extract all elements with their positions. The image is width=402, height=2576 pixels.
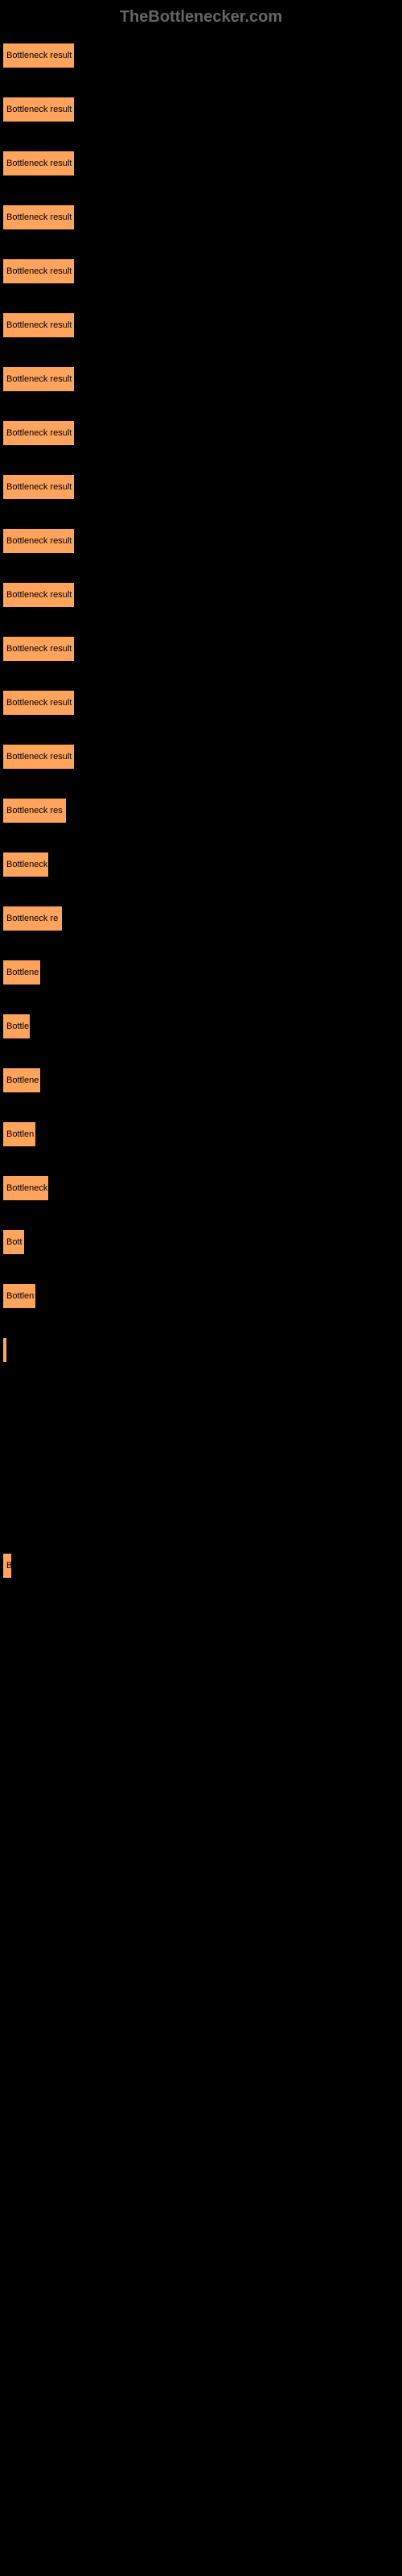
bar-row (2, 1930, 402, 1956)
bar-row: Bottle (2, 1013, 402, 1039)
bar: Bottlene (2, 1067, 41, 1093)
bar-row: Bottleneck result (2, 420, 402, 446)
bar-row (2, 2308, 402, 2334)
bar-row: Bottleneck result (2, 258, 402, 284)
bar: Bottleneck re (2, 906, 63, 931)
bar: Bottleneck result (2, 204, 75, 230)
bar-row (2, 1499, 402, 1525)
bar: Bottleneck result (2, 258, 75, 284)
bar-row (2, 2092, 402, 2118)
bar: B (2, 1553, 12, 1579)
bar: Bottleneck res (2, 798, 67, 824)
bar-row (2, 2416, 402, 2442)
bar: Bottleneck result (2, 528, 75, 554)
bar: Bottleneck result (2, 97, 75, 122)
bar-row (2, 2200, 402, 2226)
bar-row: Bottlen (2, 1283, 402, 1309)
bar-row: Bottlene (2, 1067, 402, 1093)
bar: Bottlen (2, 1121, 36, 1147)
bar-row: Bottleneck result (2, 528, 402, 554)
bar: Bottleneck (2, 1175, 49, 1201)
bar-row: Bott (2, 1229, 402, 1255)
bar: Bottleneck result (2, 366, 75, 392)
bar-row: Bottlen (2, 1121, 402, 1147)
bar: Bottleneck result (2, 474, 75, 500)
bar: Bott (2, 1229, 25, 1255)
bar-row: Bottleneck result (2, 582, 402, 608)
bar-row (2, 2470, 402, 2496)
bar: Bottleneck result (2, 582, 75, 608)
bar-row (2, 2362, 402, 2388)
bar-row (2, 1715, 402, 1740)
bar: Bottleneck result (2, 43, 75, 68)
bar-row: Bottleneck re (2, 906, 402, 931)
bar (2, 1337, 7, 1363)
bar-row (2, 1823, 402, 1848)
bar-row (2, 1607, 402, 1633)
bar-row (2, 1876, 402, 1902)
bar-row (2, 1337, 402, 1363)
bar-row: Bottleneck result (2, 97, 402, 122)
bar: Bottleneck result (2, 151, 75, 176)
bar-row (2, 1769, 402, 1794)
bar-row (2, 1391, 402, 1417)
bar-row: Bottleneck result (2, 43, 402, 68)
bar-row (2, 1984, 402, 2010)
bar: Bottleneck result (2, 420, 75, 446)
bar-row: Bottleneck res (2, 798, 402, 824)
bar: Bottleneck result (2, 312, 75, 338)
bar: Bottlene (2, 960, 41, 985)
bar-row: B (2, 1553, 402, 1579)
bar-row: Bottleneck result (2, 312, 402, 338)
bar-row (2, 2254, 402, 2280)
bar-row: Bottleneck result (2, 636, 402, 662)
bar-chart: Bottleneck result Bottleneck result Bottle… (0, 43, 402, 2496)
bar: Bottleneck result (2, 690, 75, 716)
bar-row: Bottleneck result (2, 366, 402, 392)
bar: Bottlen (2, 1283, 36, 1309)
bar: Bottleneck (2, 852, 49, 877)
bar: Bottle (2, 1013, 31, 1039)
bar-row: Bottleneck result (2, 151, 402, 176)
bar-row: Bottleneck (2, 852, 402, 877)
bar-row: Bottleneck result (2, 474, 402, 500)
bar-row (2, 2146, 402, 2172)
bar-row (2, 2038, 402, 2064)
bar-row: Bottleneck result (2, 204, 402, 230)
bar: Bottleneck result (2, 744, 75, 770)
site-header: TheBottlenecker.com (0, 8, 402, 27)
bar-row: Bottleneck result (2, 744, 402, 770)
bar: Bottleneck result (2, 636, 75, 662)
bar-row: Bottleneck result (2, 690, 402, 716)
bar-row (2, 1445, 402, 1471)
bar-row: Bottleneck (2, 1175, 402, 1201)
bar-row (2, 1661, 402, 1686)
bar-row: Bottlene (2, 960, 402, 985)
